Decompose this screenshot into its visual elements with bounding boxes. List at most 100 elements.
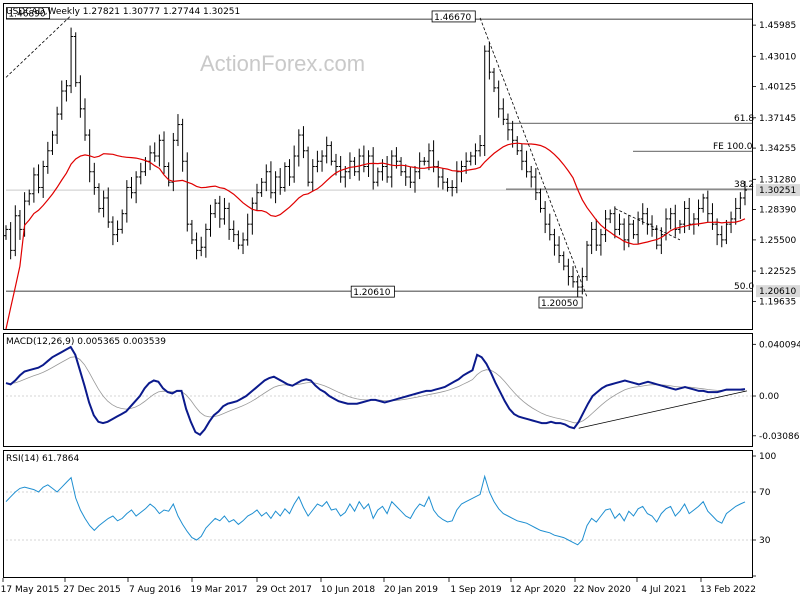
price-bar <box>561 251 566 271</box>
price-bar <box>189 219 194 245</box>
price-bar <box>278 168 283 195</box>
price-bar <box>236 230 241 250</box>
price-bar <box>59 80 64 120</box>
price-bar <box>552 228 557 256</box>
price-bar <box>468 151 473 166</box>
price-bar <box>445 178 450 192</box>
price-bar <box>626 215 631 248</box>
price-bar <box>566 258 571 286</box>
price-bar <box>654 225 659 250</box>
macd-axis-label: -0.03086 <box>759 432 800 442</box>
price-bar <box>738 192 743 219</box>
price-bar <box>227 202 232 240</box>
price-axis-label: 1.28390 <box>759 206 796 216</box>
price-bar <box>422 157 427 166</box>
price-bar <box>645 207 650 235</box>
x-axis-label: 17 May 2015 <box>1 585 60 595</box>
price-bar <box>557 236 562 263</box>
price-bar <box>436 160 441 188</box>
fib-level-label: 50.0 <box>734 282 754 292</box>
price-bar <box>380 159 385 181</box>
price-annotation-box <box>431 10 476 23</box>
price-bar <box>17 210 22 240</box>
price-bar <box>73 32 78 87</box>
rsi-label: RSI(14) 61.7864 <box>6 454 79 464</box>
price-bar <box>622 218 627 251</box>
price-bar <box>96 183 101 213</box>
price-bar <box>306 146 311 187</box>
price-bar <box>259 178 264 197</box>
price-bar <box>292 145 297 183</box>
price-bar <box>375 167 380 187</box>
macd-panel <box>3 333 753 447</box>
price-bar <box>608 209 613 224</box>
price-bar <box>710 203 715 230</box>
price-bar <box>329 141 334 166</box>
x-axis-label: 7 Aug 2016 <box>129 585 181 595</box>
price-bar <box>199 236 204 257</box>
price-bar <box>273 171 278 204</box>
price-bar <box>636 211 641 244</box>
price-bar <box>129 176 134 199</box>
price-bar <box>496 80 501 118</box>
fib-level-label: 38.2 <box>734 180 754 190</box>
price-bar <box>138 162 143 185</box>
price-bar <box>487 42 492 80</box>
price-bar <box>668 207 673 230</box>
price-bar <box>241 232 246 255</box>
price-bar <box>440 168 445 190</box>
macd-label: MACD(12,26,9) 0.005365 0.003539 <box>6 337 166 347</box>
price-bar <box>41 160 46 198</box>
price-bar <box>4 225 8 240</box>
macd-signal-line <box>5 356 746 424</box>
price-bar <box>185 152 190 232</box>
price-bar <box>612 206 617 239</box>
price-bar <box>385 156 390 183</box>
current-price-label: 1.30251 <box>759 186 796 196</box>
price-annotation-box <box>350 285 395 298</box>
price-axis-label: 1.25500 <box>759 236 796 246</box>
price-bar <box>166 162 171 187</box>
price-bar <box>515 136 520 155</box>
price-bar <box>324 136 329 164</box>
price-bar <box>640 203 645 225</box>
price-bar <box>533 168 538 201</box>
price-bar <box>120 209 125 234</box>
price-bar <box>631 219 636 239</box>
price-axis-label: 1.40125 <box>759 83 796 93</box>
price-bar <box>148 145 153 171</box>
watermark: ActionForex.com <box>200 51 365 76</box>
price-bar <box>333 153 338 176</box>
price-bar <box>403 164 408 186</box>
price-bar <box>705 190 710 223</box>
price-bar <box>529 165 534 188</box>
price-bar <box>213 199 218 218</box>
current-price-badge <box>756 184 800 197</box>
price-bar <box>347 152 352 180</box>
price-bar <box>8 222 13 260</box>
price-bar <box>492 67 497 93</box>
price-bar <box>478 135 483 157</box>
rsi-axis-label: 100 <box>759 452 776 462</box>
price-bar <box>524 150 529 178</box>
price-annotation: 1.46890 <box>8 10 45 20</box>
price-bar <box>357 148 362 181</box>
price-bar <box>426 143 431 171</box>
x-axis-label: 27 Dec 2015 <box>63 585 121 595</box>
fib-level-label: 61.8 <box>734 114 754 124</box>
price-bar <box>505 113 510 141</box>
price-bar <box>268 161 273 199</box>
price-annotation-box <box>538 296 583 309</box>
price-bar <box>175 114 180 147</box>
price-bar <box>701 193 706 213</box>
price-bar <box>36 164 41 194</box>
trendline-channel <box>614 208 681 241</box>
rsi-axis-label: 30 <box>759 536 771 546</box>
price-bar <box>417 152 422 180</box>
price-bar <box>208 204 213 237</box>
price-bar <box>64 80 69 102</box>
price-bar <box>203 223 208 258</box>
price-annotation: 1.46670 <box>434 13 471 23</box>
price-annotation: 1.20050 <box>541 299 578 309</box>
price-bar <box>264 164 269 192</box>
